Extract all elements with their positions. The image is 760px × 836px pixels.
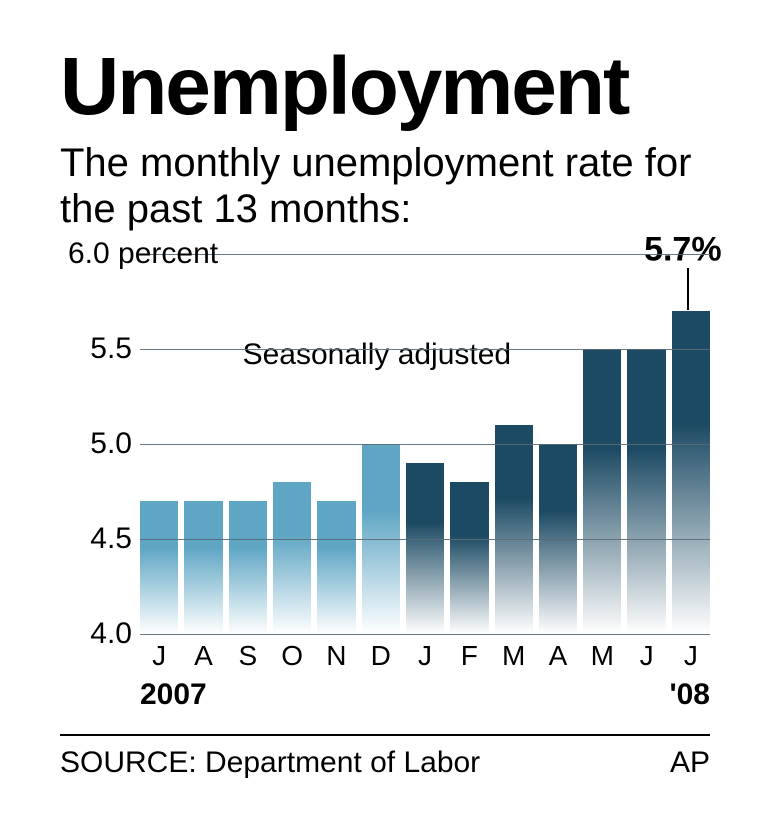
x-axis-label: F — [450, 640, 488, 672]
x-axis-label: J — [406, 640, 444, 672]
bar — [583, 349, 621, 634]
x-axis-label: J — [672, 640, 710, 672]
x-axis-label: D — [362, 640, 400, 672]
x-axis-label: J — [140, 640, 178, 672]
bar — [627, 349, 665, 634]
year-left: 2007 — [140, 678, 207, 712]
infographic-container: Unemployment The monthly unemployment ra… — [0, 0, 760, 810]
plot-region: Seasonally adjusted 5.7% 4.04.55.05.56.0… — [140, 254, 710, 634]
y-axis-label: 6.0 percent — [68, 237, 218, 271]
bar — [672, 311, 710, 634]
y-axis-label: 5.5 — [68, 332, 132, 366]
source-label: SOURCE: Department of Labor — [60, 746, 480, 780]
bar — [229, 501, 267, 634]
bar — [140, 501, 178, 634]
chart-subtitle: The monthly unemployment rate for the pa… — [60, 140, 710, 232]
gridline — [140, 634, 710, 635]
x-axis-label: A — [184, 640, 222, 672]
bar — [317, 501, 355, 634]
y-axis-label: 4.0 — [68, 617, 132, 651]
year-row: 2007 '08 — [140, 678, 710, 712]
x-axis-label: M — [495, 640, 533, 672]
chart-area: Seasonally adjusted 5.7% 4.04.55.05.56.0… — [70, 254, 710, 694]
gridline — [140, 539, 710, 540]
bar — [450, 482, 488, 634]
bar — [184, 501, 222, 634]
credit-label: AP — [670, 746, 710, 780]
gridline — [140, 349, 710, 350]
bar — [273, 482, 311, 634]
y-axis-label: 4.5 — [68, 522, 132, 556]
x-axis-label: S — [229, 640, 267, 672]
bar — [406, 463, 444, 634]
x-axis-label: N — [317, 640, 355, 672]
x-axis-labels: JASONDJFMAMJJ — [140, 640, 710, 672]
bar — [495, 425, 533, 634]
x-axis-label: A — [539, 640, 577, 672]
footer: SOURCE: Department of Labor AP — [60, 734, 710, 780]
x-axis-label: J — [627, 640, 665, 672]
x-axis-label: O — [273, 640, 311, 672]
callout-pointer — [687, 268, 689, 310]
gridline — [140, 444, 710, 445]
chart-title: Unemployment — [60, 40, 710, 134]
year-right: '08 — [669, 678, 710, 712]
y-axis-label: 5.0 — [68, 427, 132, 461]
gridline — [140, 254, 710, 255]
x-axis-label: M — [583, 640, 621, 672]
